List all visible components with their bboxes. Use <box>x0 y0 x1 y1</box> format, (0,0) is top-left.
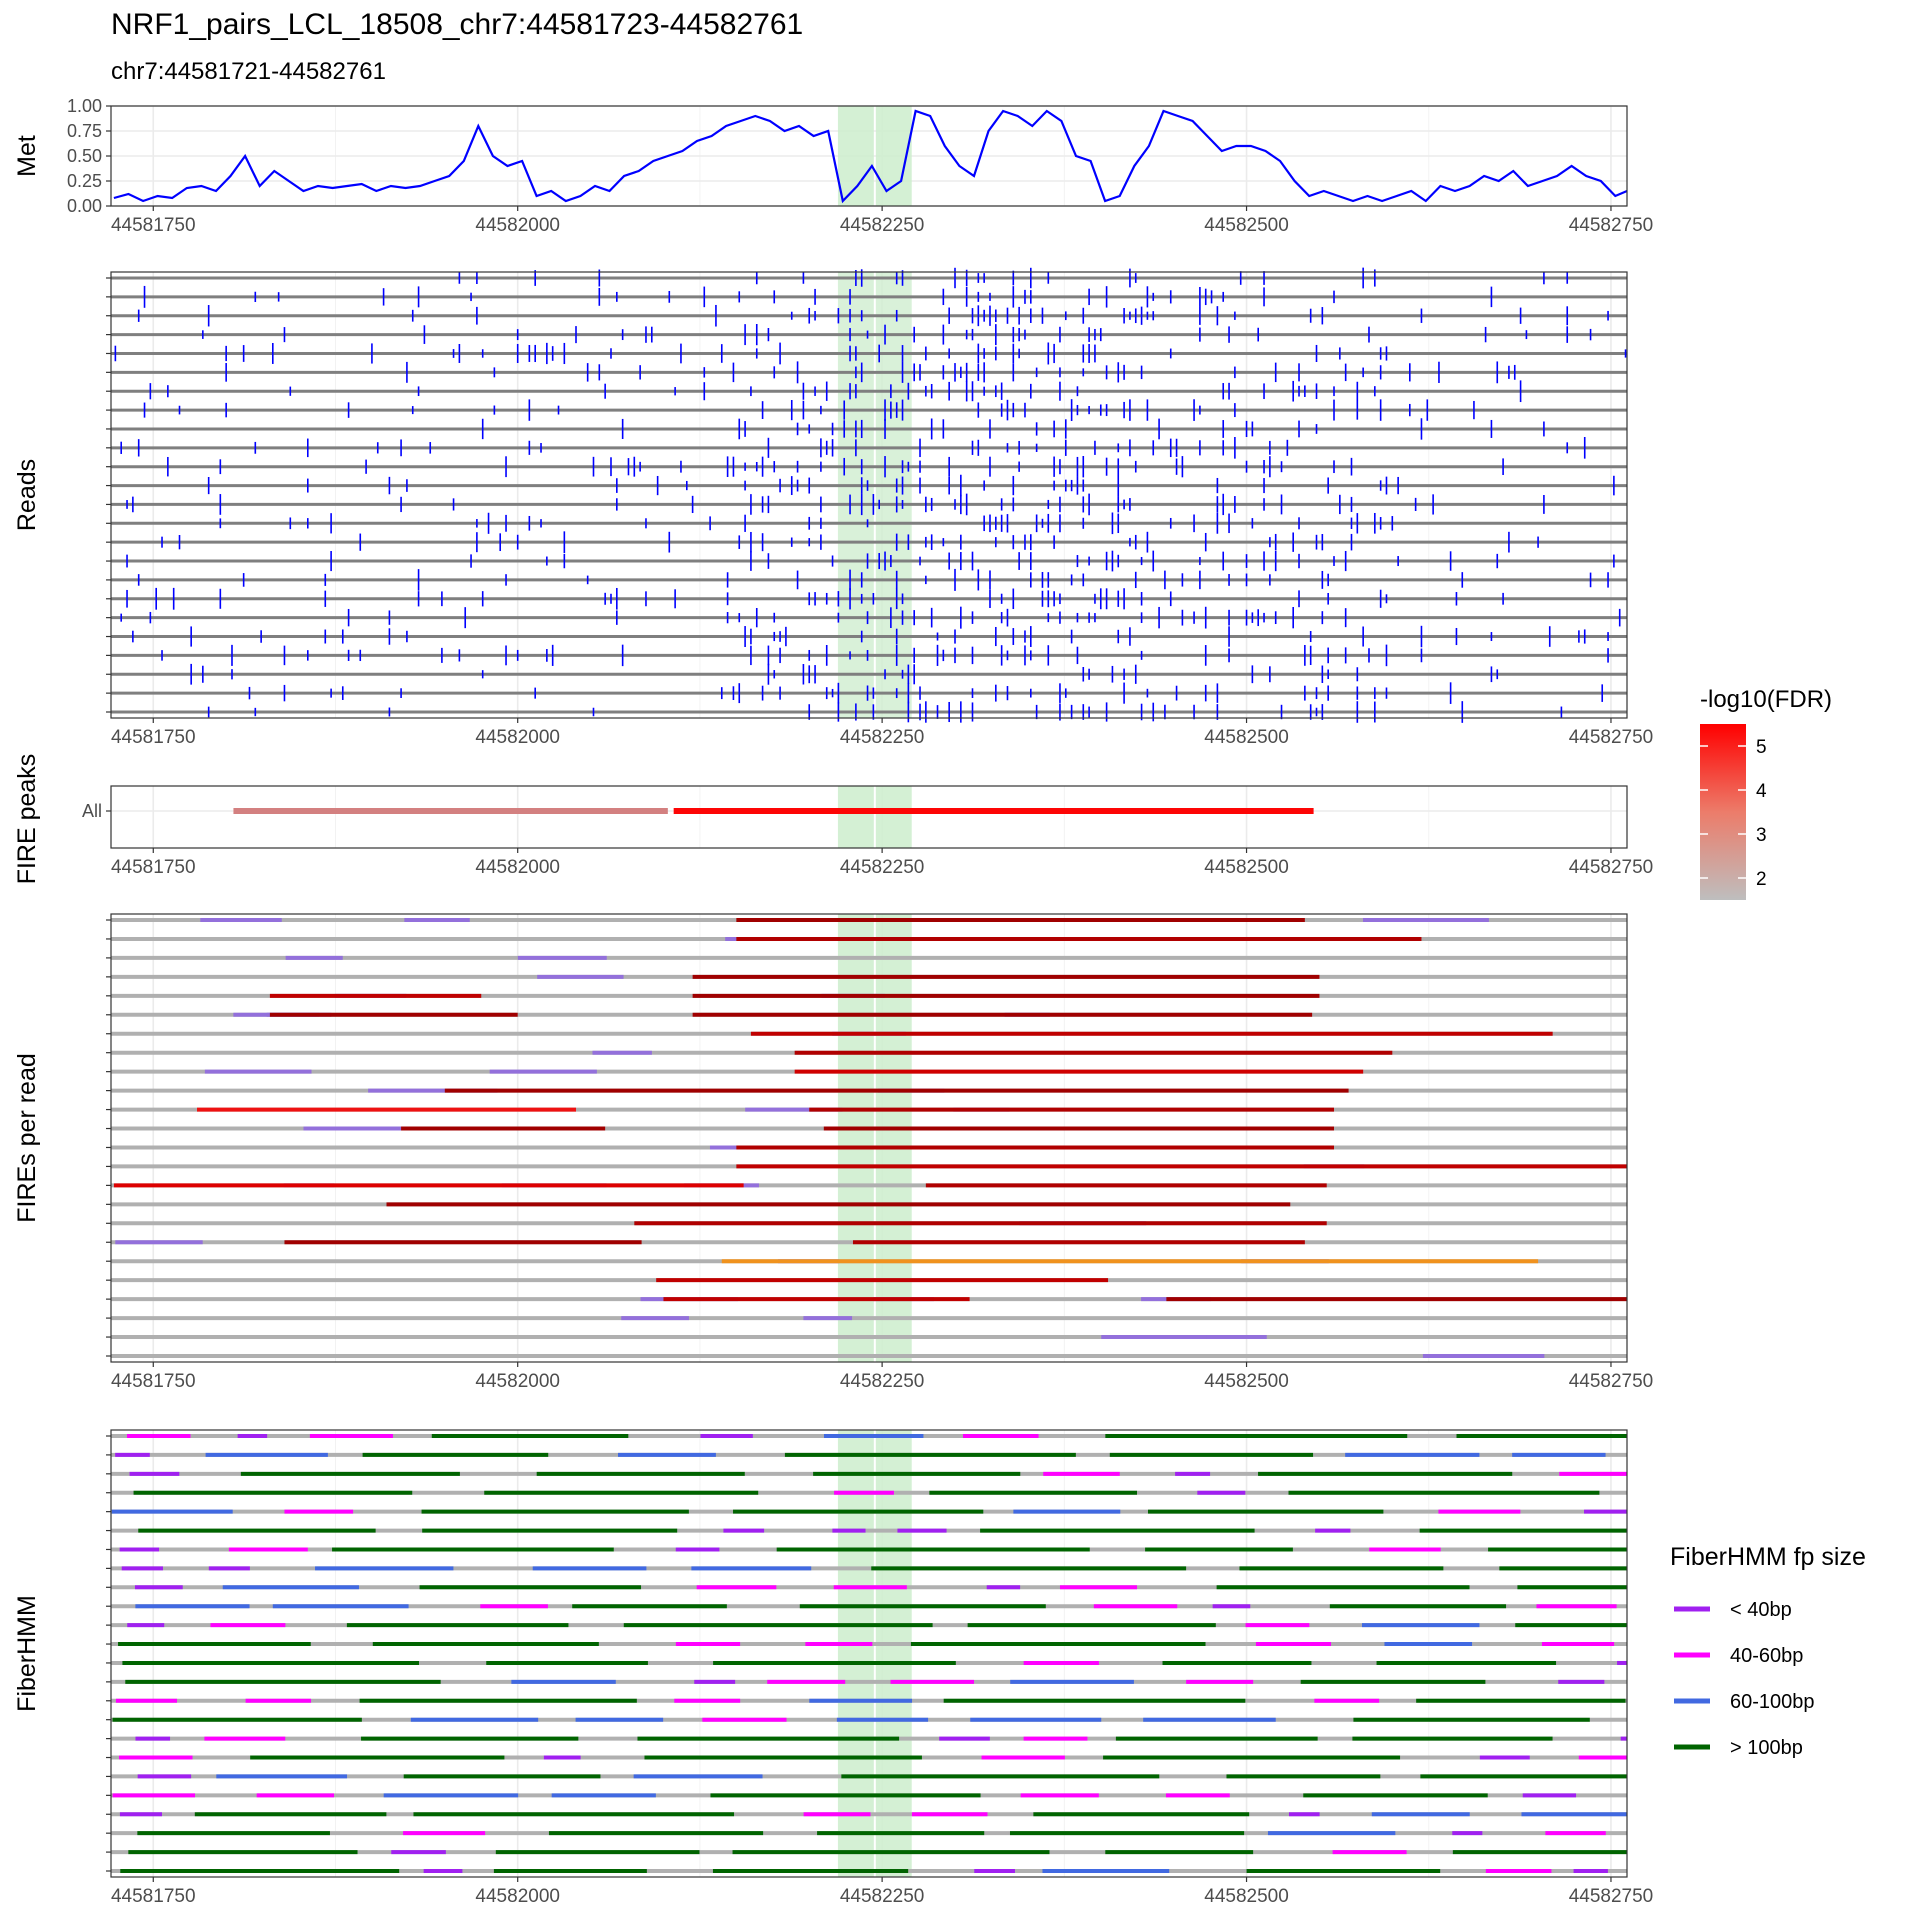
fp-legend-title: FiberHMM fp size <box>1670 1543 1866 1571</box>
fire-peaks-highlight-region <box>875 786 912 848</box>
met-highlight-region <box>837 106 874 206</box>
fdr-colorbar <box>1700 724 1746 900</box>
fires-panel-border <box>110 913 1628 1363</box>
fires-highlight-region <box>837 914 874 1362</box>
fiberhmm-x-tick-label: 44581750 <box>111 1886 196 1907</box>
met-axis-label: Met <box>13 135 41 177</box>
reads-x-tick-label: 44582250 <box>840 727 925 748</box>
plot-title: NRF1_pairs_LCL_18508_chr7:44581723-44582… <box>111 8 804 41</box>
met-x-tick-label: 44581750 <box>111 215 196 236</box>
fdr-legend-title: -log10(FDR) <box>1700 686 1832 713</box>
fp-legend-lt40-label: < 40bp <box>1730 1599 1792 1621</box>
fires-x-tick-label: 44582250 <box>840 1371 925 1392</box>
met-y-tick-label: 0.00 <box>67 196 102 216</box>
fdr-legend-label: 3 <box>1756 825 1767 846</box>
fiberhmm-highlight-region <box>875 1430 912 1877</box>
met-x-tick-label: 44582000 <box>475 215 560 236</box>
fire-peaks-x-tick-label: 44582500 <box>1204 857 1289 878</box>
fire-peaks-panel-border <box>110 785 1628 849</box>
met-x-tick-label: 44582500 <box>1204 215 1289 236</box>
fiberhmm-axis-label: FiberHMM <box>13 1595 41 1712</box>
fire-peaks-axis-label: FIRE peaks <box>13 754 41 885</box>
fdr-legend-label: 5 <box>1756 737 1767 758</box>
fire-peaks-x-tick-label: 44582000 <box>475 857 560 878</box>
fp-legend-gt100-label: > 100bp <box>1730 1737 1803 1759</box>
fdr-legend-label: 4 <box>1756 781 1767 802</box>
fiberhmm-x-tick-label: 44582250 <box>840 1886 925 1907</box>
met-x-tick-label: 44582750 <box>1569 215 1654 236</box>
fiberhmm-x-tick-label: 44582500 <box>1204 1886 1289 1907</box>
reads-x-tick-label: 44582750 <box>1569 727 1654 748</box>
met-y-tick-label: 0.25 <box>67 171 102 191</box>
reads-x-tick-label: 44581750 <box>111 727 196 748</box>
fire-peaks-x-tick-label: 44582750 <box>1569 857 1654 878</box>
fires-axis-label: FIREs per read <box>13 1053 41 1223</box>
fires-x-tick-label: 44582000 <box>475 1371 560 1392</box>
methylation-line <box>113 109 1628 204</box>
reads-panel-border <box>110 271 1628 719</box>
fires-x-tick-label: 44582750 <box>1569 1371 1654 1392</box>
reads-x-tick-label: 44582000 <box>475 727 560 748</box>
met-y-tick-label: 0.75 <box>67 121 102 141</box>
met-y-tick-label: 1.00 <box>67 96 102 116</box>
fp-legend-40-60-label: 40-60bp <box>1730 1645 1803 1667</box>
fp-legend-60-100-label: 60-100bp <box>1730 1691 1815 1713</box>
fiberhmm-panel-border <box>110 1429 1628 1878</box>
reads-highlight-region <box>875 272 912 718</box>
reads-axis-label: Reads <box>13 459 41 531</box>
fires-highlight-region <box>875 914 912 1362</box>
met-y-tick-label: 0.50 <box>67 146 102 166</box>
reads-highlight-region <box>837 272 874 718</box>
reads-x-tick-label: 44582500 <box>1204 727 1289 748</box>
fires-x-tick-label: 44582500 <box>1204 1371 1289 1392</box>
fire-peaks-y-label: All <box>82 801 102 821</box>
fiberhmm-x-tick-label: 44582750 <box>1569 1886 1654 1907</box>
met-x-tick-label: 44582250 <box>840 215 925 236</box>
fiberhmm-x-tick-label: 44582000 <box>475 1886 560 1907</box>
plot-subtitle: chr7:44581721-44582761 <box>111 58 386 85</box>
fdr-legend-label: 2 <box>1756 869 1767 890</box>
fire-peaks-x-tick-label: 44581750 <box>111 857 196 878</box>
fire-peaks-x-tick-label: 44582250 <box>840 857 925 878</box>
fiberhmm-highlight-region <box>837 1430 874 1877</box>
fire-peaks-highlight-region <box>837 786 874 848</box>
fires-x-tick-label: 44581750 <box>111 1371 196 1392</box>
